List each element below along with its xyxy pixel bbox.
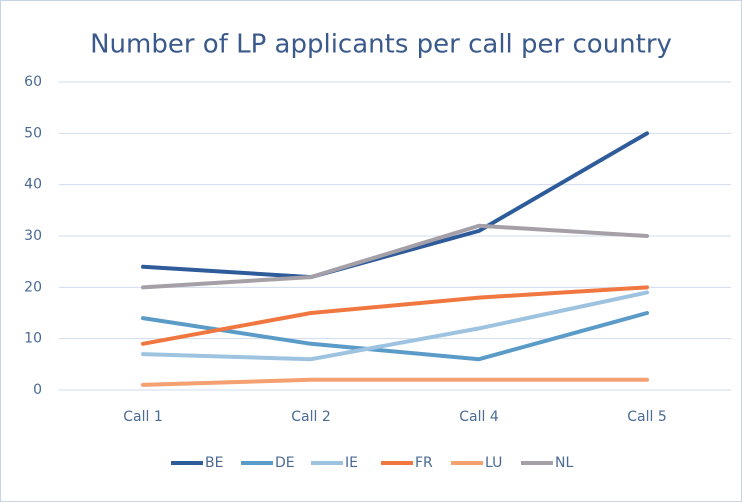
y-tick-label: 20 [24, 279, 42, 295]
x-tick-label: Call 2 [291, 409, 331, 425]
x-tick-label: Call 4 [459, 409, 499, 425]
legend-label: BE [205, 455, 223, 471]
series-line [141, 290, 649, 362]
chart-title: Number of LP applicants per call per cou… [90, 30, 672, 60]
y-tick-label: 40 [24, 177, 42, 193]
series-line [141, 285, 649, 346]
y-tick-label: 30 [24, 228, 42, 244]
legend-label: FR [415, 455, 433, 471]
x-tick-label: Call 5 [627, 409, 667, 425]
y-tick-label: 50 [24, 125, 42, 141]
legend-label: DE [275, 455, 295, 471]
y-tick-label: 60 [24, 74, 42, 90]
series-line [141, 377, 649, 387]
series-line [141, 311, 649, 362]
series-line [141, 131, 649, 280]
legend-label: NL [555, 455, 573, 471]
legend-label: LU [485, 455, 502, 471]
y-tick-label: 0 [33, 382, 42, 398]
x-tick-label: Call 1 [123, 409, 163, 425]
legend-label: IE [345, 455, 358, 471]
y-tick-label: 10 [24, 331, 42, 347]
series-line [141, 223, 649, 290]
